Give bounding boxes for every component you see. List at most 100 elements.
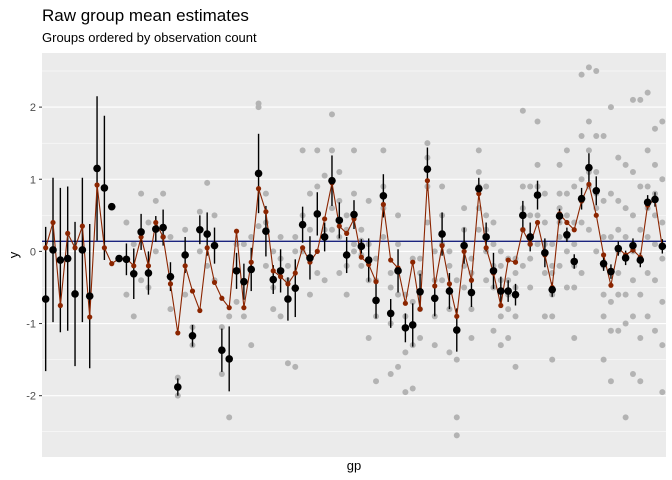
observation-point xyxy=(475,226,482,233)
observation-point xyxy=(563,212,570,219)
observation-point xyxy=(351,190,357,197)
observation-point xyxy=(541,219,548,226)
observation-point xyxy=(351,147,357,154)
observation-point xyxy=(167,306,174,313)
shrunk-point xyxy=(314,248,320,254)
shrunk-point xyxy=(204,245,210,251)
group-mean-point xyxy=(232,267,241,275)
observation-point xyxy=(651,212,658,219)
group-mean-point xyxy=(519,211,527,220)
observation-point xyxy=(519,107,526,114)
shrunk-point xyxy=(182,263,188,269)
shrunk-point xyxy=(601,252,607,258)
observation-point xyxy=(622,233,629,240)
observation-point xyxy=(651,161,658,168)
observation-point xyxy=(644,233,651,240)
observation-point xyxy=(380,147,387,154)
group-mean-point xyxy=(541,249,549,257)
observation-point xyxy=(585,226,592,233)
observation-point xyxy=(637,378,644,385)
observation-point xyxy=(527,255,534,262)
shrunk-point xyxy=(512,259,519,265)
observation-point xyxy=(607,298,614,305)
shrunk-point xyxy=(57,302,63,309)
group-mean-point xyxy=(570,257,579,266)
observation-point xyxy=(629,313,636,320)
observation-point xyxy=(306,190,313,197)
group-mean-point xyxy=(254,169,263,178)
observation-point xyxy=(453,414,460,421)
observation-point xyxy=(431,342,438,349)
shrunk-point xyxy=(233,228,240,234)
group-mean-point xyxy=(614,244,623,253)
group-mean-point xyxy=(416,287,424,296)
observation-point xyxy=(622,414,629,421)
y-tick-label: 2 xyxy=(30,102,36,114)
shrunk-point xyxy=(248,259,254,265)
shrunk-estimate-points xyxy=(43,178,665,336)
shrunk-point xyxy=(461,248,467,254)
observation-point xyxy=(607,233,614,240)
group-mean-point xyxy=(607,267,615,276)
shrunk-point xyxy=(417,306,423,312)
observation-point xyxy=(248,233,255,240)
observation-point xyxy=(534,161,541,168)
group-mean-point xyxy=(423,165,432,173)
shrunk-point xyxy=(263,209,269,215)
observation-point xyxy=(629,96,636,103)
observation-point xyxy=(556,205,563,212)
observation-point xyxy=(446,349,453,356)
observation-point xyxy=(424,140,431,147)
shrunk-point xyxy=(300,245,306,251)
group-mean-point xyxy=(85,292,94,300)
shrunk-point xyxy=(322,216,328,222)
observation-point xyxy=(174,374,181,381)
observation-point xyxy=(659,219,666,226)
group-mean-point xyxy=(548,285,557,294)
x-axis-title: gp xyxy=(347,458,361,473)
observation-point xyxy=(578,219,585,226)
observation-point xyxy=(218,324,225,331)
observation-point xyxy=(240,241,247,248)
group-mean-point xyxy=(408,321,417,329)
group-mean-point xyxy=(78,246,87,254)
observation-point xyxy=(615,197,622,204)
group-mean-point xyxy=(504,287,512,295)
observation-point xyxy=(549,313,556,320)
group-mean-point xyxy=(49,246,57,254)
observation-point xyxy=(527,183,534,190)
observation-point xyxy=(585,118,592,125)
shrunk-point xyxy=(608,282,614,288)
group-mean-point xyxy=(592,186,601,195)
observation-point xyxy=(446,248,453,255)
observation-point xyxy=(226,313,233,320)
observation-point xyxy=(373,378,380,385)
observation-point xyxy=(336,270,343,277)
group-mean-point xyxy=(313,210,322,218)
observation-point xyxy=(593,169,600,176)
observation-point xyxy=(556,190,563,197)
shrunk-point xyxy=(131,263,137,269)
observation-point xyxy=(402,349,409,356)
observation-point xyxy=(277,313,284,320)
shrunk-point xyxy=(160,234,166,240)
shrunk-point xyxy=(255,186,262,192)
group-mean-point xyxy=(379,192,388,200)
observation-point xyxy=(556,233,563,240)
observation-point xyxy=(622,320,629,327)
shrunk-point xyxy=(277,274,284,280)
group-mean-point xyxy=(342,251,351,259)
observation-point xyxy=(505,306,512,313)
observation-point xyxy=(629,169,636,176)
observation-point xyxy=(607,190,614,197)
observation-point xyxy=(512,313,519,320)
observation-point xyxy=(123,219,130,226)
group-mean-point xyxy=(41,295,50,303)
observation-point xyxy=(211,212,218,219)
observation-point xyxy=(629,371,636,378)
observation-point xyxy=(563,284,570,291)
y-tick-label: 0 xyxy=(30,246,36,258)
observation-point xyxy=(571,284,578,291)
observation-point xyxy=(248,342,255,349)
observation-point xyxy=(284,262,291,269)
